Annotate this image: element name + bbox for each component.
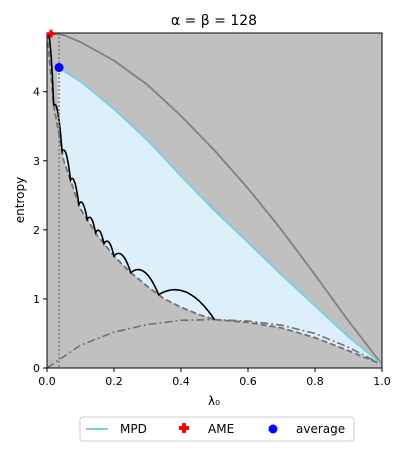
ame-marker	[47, 29, 56, 38]
legend-average-label: average	[296, 422, 345, 436]
black-scalloped-curve	[47, 33, 216, 321]
x-tick-label: 1.0	[373, 375, 391, 388]
legend-average-swatch	[268, 424, 278, 434]
lower-bound-dashed-curve	[47, 33, 382, 366]
x-axis-label: λ₀	[208, 394, 220, 408]
legend-ame-label: AME	[208, 422, 234, 436]
mpd-line	[56, 66, 382, 366]
plot-area	[46, 29, 383, 369]
x-tick-label: 0.6	[239, 375, 257, 388]
upper-bound-curve	[47, 33, 382, 366]
y-tick-label: 4	[33, 86, 40, 99]
y-tick-label: 3	[33, 155, 40, 168]
y-tick-label: 2	[33, 224, 40, 237]
y-axis-label: entropy	[13, 177, 27, 223]
y-tick-label: 1	[33, 293, 40, 306]
y-axis: 0 1 2 3 4	[33, 86, 47, 375]
legend-ame-swatch	[179, 423, 189, 433]
chart-title: α = β = 128	[171, 13, 257, 29]
legend: MPD AME average	[79, 416, 355, 442]
x-axis: 0.0 0.2 0.4 0.6 0.8 1.0	[38, 368, 391, 388]
plot-frame	[46, 32, 383, 369]
legend-frame	[79, 416, 355, 442]
x-tick-label: 0.4	[172, 375, 190, 388]
y-tick-label: 0	[33, 362, 40, 375]
x-tick-label: 0.8	[306, 375, 324, 388]
legend-mpd-label: MPD	[120, 422, 147, 436]
average-marker	[54, 63, 64, 73]
x-tick-label: 0.0	[38, 375, 56, 388]
x-tick-label: 0.2	[105, 375, 123, 388]
